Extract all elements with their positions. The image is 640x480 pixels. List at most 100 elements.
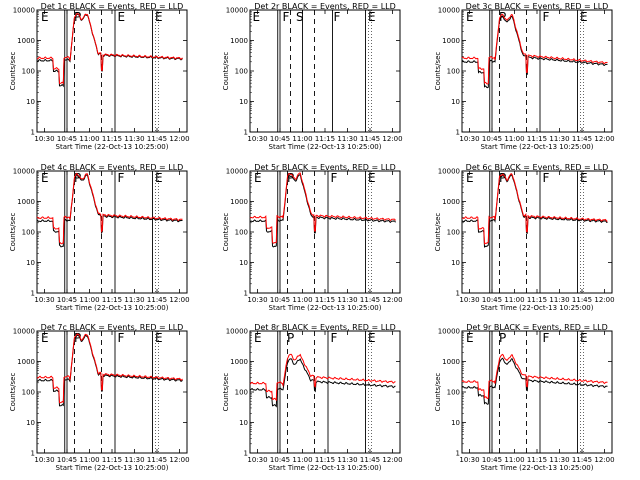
x-tick-label: 11:15 bbox=[102, 456, 122, 464]
flag-label: E bbox=[368, 10, 376, 24]
flag-label: F bbox=[543, 331, 550, 345]
panel-title: Det 3c BLACK = Events, RED = LLD bbox=[466, 2, 609, 11]
plot-frame bbox=[249, 330, 401, 454]
detector-panel: Det 3c BLACK = Events, RED = LLD 1 10 100 10… bbox=[434, 2, 615, 151]
y-axis-label: Counts/sec bbox=[9, 213, 17, 252]
flag-label: E bbox=[253, 10, 261, 24]
panel-title: Det 8r BLACK = Events, RED = LLD bbox=[254, 323, 396, 332]
flag-label: F bbox=[543, 171, 550, 185]
series-lld bbox=[249, 353, 396, 402]
y-axis-label: Counts/sec bbox=[434, 373, 442, 412]
x-tick-label: 10:45 bbox=[57, 135, 77, 143]
y-tick-label: 10 bbox=[451, 259, 460, 267]
y-tick-label: 100 bbox=[447, 229, 460, 237]
x-tick-label: 11:15 bbox=[315, 135, 335, 143]
x-tick-label: 11:45 bbox=[147, 456, 167, 464]
y-tick-label: 1000 bbox=[442, 358, 460, 366]
y-tick-label: 10000 bbox=[226, 328, 248, 336]
series-lld bbox=[36, 172, 183, 245]
plot-frame bbox=[461, 330, 613, 454]
panel-title: Det 5r BLACK = Events, RED = LLD bbox=[254, 163, 396, 172]
x-tick-label: 12:00 bbox=[169, 135, 189, 143]
x-tick-label: 11:00 bbox=[292, 296, 312, 304]
series-lld bbox=[461, 13, 608, 85]
x-tick-label: 10:45 bbox=[482, 456, 502, 464]
x-tick-label: 11:00 bbox=[504, 135, 524, 143]
x-tick-label: 10:45 bbox=[57, 456, 77, 464]
x-tick-label: 11:45 bbox=[360, 296, 380, 304]
x-axis-label: Start Time (22-Oct-13 10:25:00) bbox=[56, 304, 169, 312]
flag-label: E bbox=[41, 10, 49, 24]
y-tick-label: 10 bbox=[26, 419, 35, 427]
x-tick-label: 11:15 bbox=[527, 135, 547, 143]
flag-label: E bbox=[580, 10, 588, 24]
y-tick-label: 1 bbox=[456, 450, 460, 458]
x-tick-label: 12:00 bbox=[382, 296, 402, 304]
y-tick-label: 1000 bbox=[17, 198, 35, 206]
x-tick-label: 11:00 bbox=[292, 456, 312, 464]
panel-title: Det 4c BLACK = Events, RED = LLD bbox=[41, 163, 184, 172]
y-tick-label: 100 bbox=[447, 68, 460, 76]
x-tick-label: 11:30 bbox=[124, 456, 144, 464]
plot-frame bbox=[461, 170, 613, 294]
flag-label: E bbox=[41, 331, 49, 345]
y-axis-label: Counts/sec bbox=[9, 52, 17, 91]
flag-label: P bbox=[74, 331, 81, 345]
x-tick-label: 11:00 bbox=[504, 456, 524, 464]
flag-label: F bbox=[283, 10, 290, 24]
flag-label: F bbox=[118, 171, 125, 185]
x-axis-label: Start Time (22-Oct-13 10:25:00) bbox=[56, 143, 169, 151]
x-tick-label: 10:45 bbox=[482, 296, 502, 304]
x-tick-label: 10:30 bbox=[34, 296, 54, 304]
flag-label: P bbox=[499, 171, 506, 185]
x-tick-label: 10:30 bbox=[459, 456, 479, 464]
detector-panel: Det 7c BLACK = Events, RED = LLD 1 10 100 10… bbox=[9, 323, 190, 472]
flag-label: E bbox=[580, 331, 588, 345]
x-tick-label: 11:30 bbox=[337, 296, 357, 304]
x-tick-label: 10:30 bbox=[459, 296, 479, 304]
y-tick-label: 1000 bbox=[442, 37, 460, 45]
flag-label: E bbox=[155, 171, 163, 185]
panel-title: Det 6c BLACK = Events, RED = LLD bbox=[466, 163, 609, 172]
y-tick-label: 1000 bbox=[230, 37, 248, 45]
x-axis-label: Start Time (22-Oct-13 10:25:00) bbox=[481, 464, 594, 472]
y-tick-label: 10000 bbox=[438, 328, 460, 336]
y-tick-label: 10000 bbox=[226, 168, 248, 176]
x-tick-label: 11:30 bbox=[549, 296, 569, 304]
x-tick-label: 11:45 bbox=[572, 296, 592, 304]
x-tick-label: 10:30 bbox=[247, 296, 267, 304]
y-tick-label: 10 bbox=[451, 419, 460, 427]
x-tick-label: 12:00 bbox=[594, 456, 614, 464]
flag-label: E bbox=[466, 331, 474, 345]
y-tick-label: 10 bbox=[451, 98, 460, 106]
y-tick-label: 10 bbox=[239, 259, 248, 267]
series-events bbox=[249, 358, 396, 408]
plot-frame bbox=[36, 330, 188, 454]
flag-label: F bbox=[331, 331, 338, 345]
x-tick-label: 10:45 bbox=[270, 135, 290, 143]
y-tick-label: 1000 bbox=[230, 358, 248, 366]
y-tick-label: 100 bbox=[22, 389, 35, 397]
y-tick-label: 1 bbox=[456, 129, 460, 137]
flag-label: E bbox=[580, 171, 588, 185]
y-tick-label: 100 bbox=[447, 389, 460, 397]
flag-label: E bbox=[118, 10, 126, 24]
flag-label: P bbox=[74, 171, 81, 185]
flag-label: E bbox=[368, 171, 376, 185]
x-tick-label: 10:45 bbox=[482, 135, 502, 143]
y-tick-label: 10000 bbox=[438, 168, 460, 176]
y-tick-label: 1 bbox=[244, 290, 248, 298]
flag-label: E bbox=[368, 331, 376, 345]
y-tick-label: 10000 bbox=[13, 7, 35, 15]
x-tick-label: 10:30 bbox=[459, 135, 479, 143]
x-tick-label: 10:30 bbox=[247, 456, 267, 464]
series-events bbox=[36, 173, 183, 248]
y-tick-label: 10 bbox=[26, 98, 35, 106]
x-tick-label: 11:30 bbox=[549, 135, 569, 143]
y-tick-label: 1000 bbox=[17, 37, 35, 45]
detector-panel: Det 9r BLACK = Events, RED = LLD 1 10 100 10… bbox=[434, 323, 615, 472]
y-tick-label: 100 bbox=[22, 229, 35, 237]
x-axis-label: Start Time (22-Oct-13 10:25:00) bbox=[56, 464, 169, 472]
x-tick-label: 11:00 bbox=[79, 135, 99, 143]
flag-label: P bbox=[287, 171, 294, 185]
